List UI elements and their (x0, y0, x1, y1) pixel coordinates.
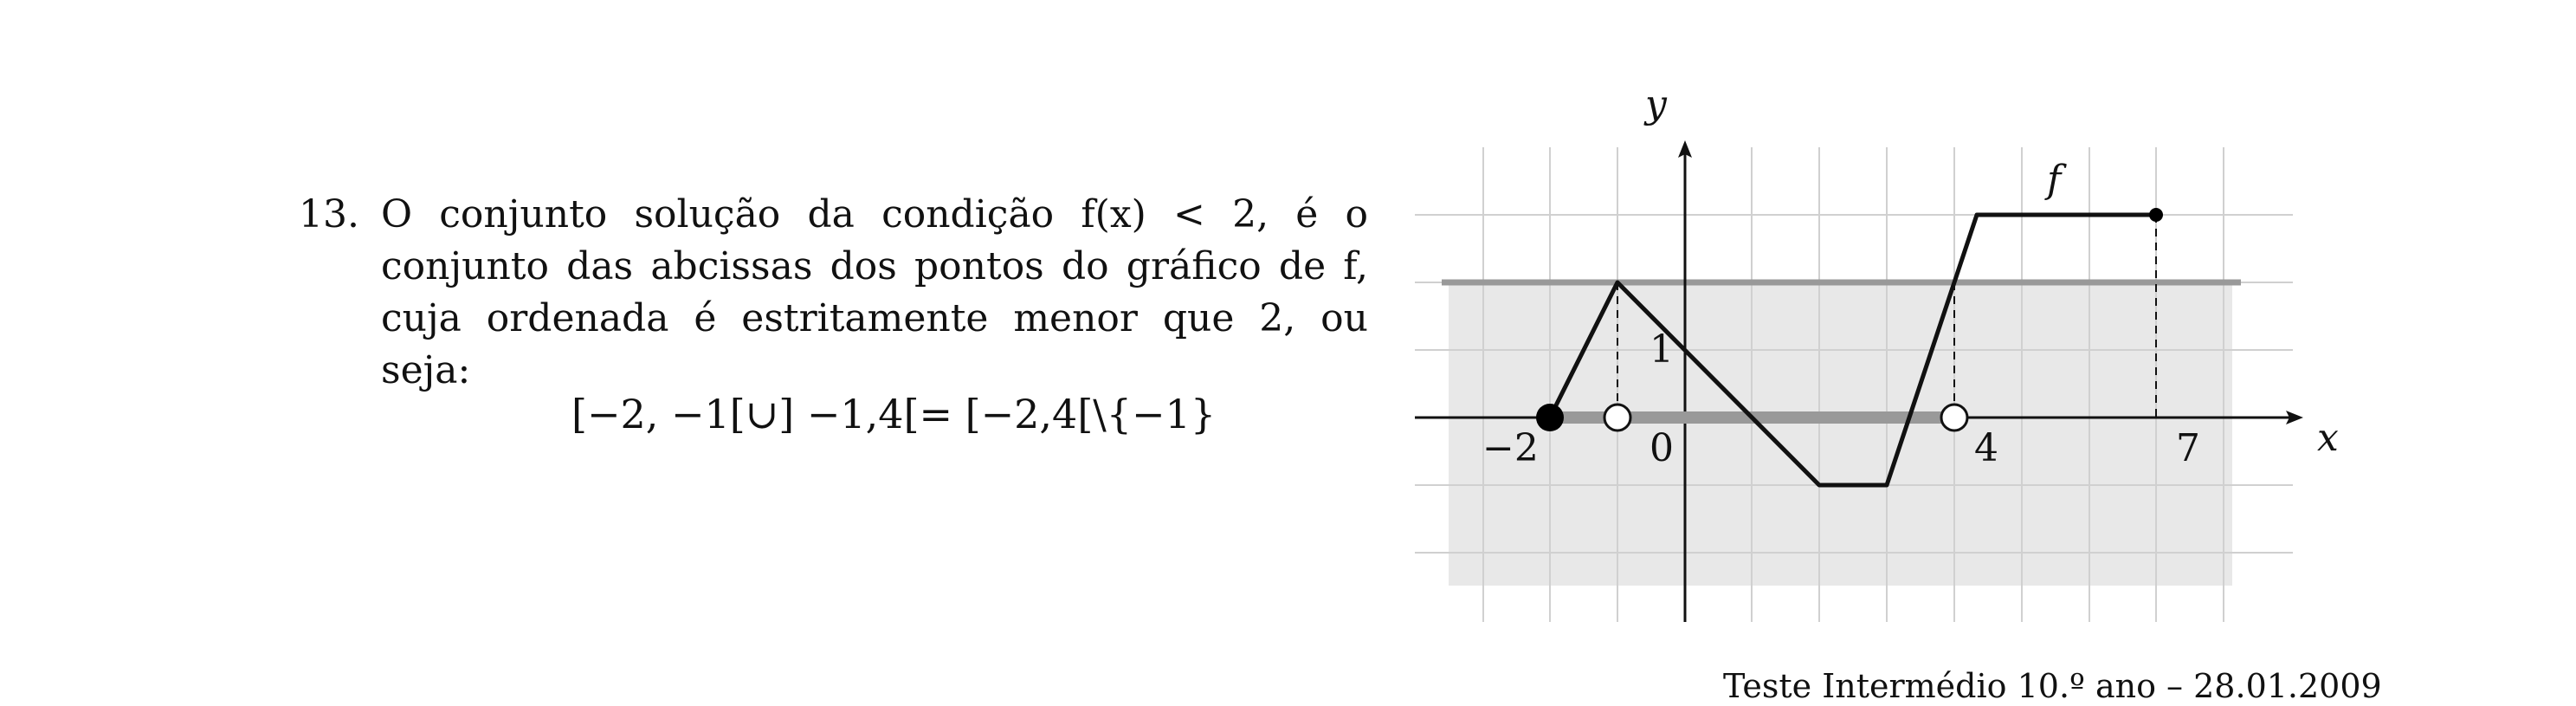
tick-label-minus-2: −2 (1482, 426, 1539, 470)
tick-label-7: 7 (2176, 426, 2200, 470)
closed-point-start (1536, 404, 1564, 431)
y-axis-arrow (1678, 140, 1692, 158)
closed-point-end (2149, 208, 2163, 222)
y-axis-label: y (1643, 82, 1668, 126)
tick-label-1: 1 (1650, 327, 1674, 372)
open-point-minus-1 (1603, 403, 1632, 432)
open-point-4 (1940, 403, 1969, 432)
tick-label-4: 4 (1974, 426, 1998, 470)
function-label: f (2044, 158, 2067, 202)
problem-statement: O conjunto solução da condição f(x) < 2,… (381, 192, 1368, 392)
dashed-guides (1617, 215, 2157, 418)
tick-label-0: 0 (1650, 426, 1674, 470)
shaded-region (1449, 282, 2232, 586)
footer-source: Teste Intermédio 10.º ano – 28.01.2009 (1723, 667, 2382, 705)
function-curve (1547, 212, 2156, 488)
problem-number: 13. (299, 192, 359, 236)
x-axis-arrow (2286, 411, 2303, 424)
x-axis-label: x (2317, 416, 2339, 460)
solution-expression: [−2, −1[∪] −1,4[= [−2,4[\{−1} (571, 391, 1217, 437)
